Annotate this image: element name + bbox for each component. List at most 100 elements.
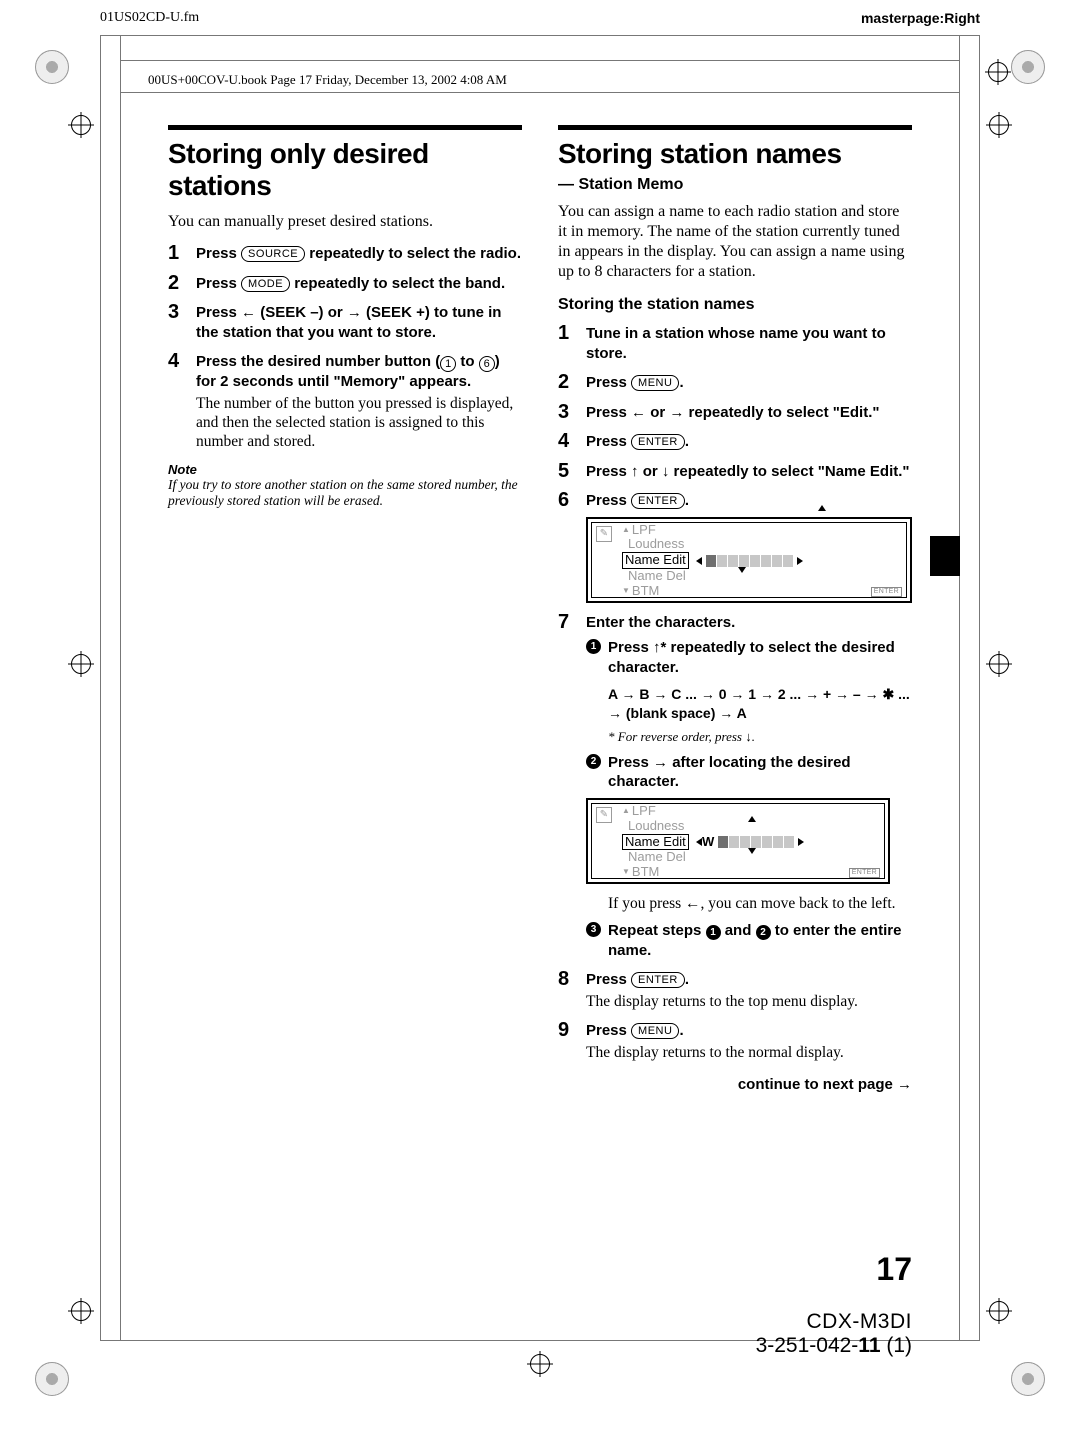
bullet-3-icon: 3 [586,922,601,937]
substep-body: If you press ←, you can move back to the… [608,894,912,913]
menu-button-label: MENU [631,375,679,391]
text: 3-251-042- [756,1334,859,1357]
step-8: Press ENTER. The display returns to the … [558,970,912,1011]
up-caret-icon: ▲ [622,806,630,815]
crop-mark-icon [1011,50,1045,84]
lcd-line: BTM [632,583,659,598]
text: repeatedly to select the band. [290,275,505,292]
lcd-display-2: ✎ ▲LPF Loudness Name Edit W [586,798,890,884]
text: Press [196,275,241,292]
bullet-2-ref-icon: 2 [756,925,771,940]
step-7: Enter the characters. 1 Press ↑* repeate… [558,613,912,961]
char-boxes [718,835,795,850]
step-head: Press ENTER. [586,970,912,990]
step-head: Enter the characters. [586,613,912,633]
step-head: Press MENU. [586,373,912,393]
text: . [679,1022,683,1039]
lcd-line: LPF [632,803,656,818]
lcd-char-w: W [702,834,714,849]
number-button-1: 1 [440,356,456,372]
left-title: Storing only desired stations [168,138,522,202]
lcd-enter-label: ENTER [871,587,902,597]
step-head: Press ← (SEEK –) or → (SEEK +) to tune i… [196,303,522,342]
text: . [679,374,683,391]
registration-mark-icon [71,654,91,674]
lcd-line: LPF [632,522,656,537]
lcd-line: BTM [632,864,659,879]
lcd-enter-label: ENTER [849,868,880,878]
text: to [456,353,479,370]
step-body: The display returns to the normal displa… [586,1043,912,1062]
step-4: Press ENTER. [558,432,912,452]
down-caret-icon: ▼ [622,867,630,876]
bullet-2-icon: 2 [586,754,601,769]
step-2: Press MODE repeatedly to select the band… [168,274,522,294]
left-steps: Press SOURCE repeatedly to select the ra… [168,244,522,452]
step-head: Press the desired number button (1 to 6)… [196,352,522,392]
right-arrow-icon [797,557,803,565]
substep-2: 2 Press → after locating the desired cha… [586,753,912,913]
text: Press [586,492,631,509]
margin-line-right [959,35,960,1341]
right-title: Storing station names [558,138,912,170]
right-steps: Tune in a station whose name you want to… [558,324,912,1062]
text: . [685,492,689,509]
enter-button-label: ENTER [631,493,685,509]
substep-head: Repeat steps 1 and 2 to enter the entire… [608,921,912,960]
crop-mark-icon [1011,1362,1045,1396]
page-number: 17 [876,1251,912,1288]
right-arrow-icon [798,838,804,846]
lcd-active-line: Name Edit [622,552,689,568]
content-area: Storing only desired stations You can ma… [168,125,912,1296]
edit-icon: ✎ [596,807,612,823]
reverse-note: * For reverse order, press ↓. [608,729,912,745]
registration-mark-icon [71,1301,91,1321]
text: . [685,433,689,450]
right-intro: You can assign a name to each radio stat… [558,202,912,282]
left-intro: You can manually preset desired stations… [168,212,522,232]
crop-mark-icon [35,50,69,84]
step-body: The display returns to the top menu disp… [586,992,912,1011]
step-1: Tune in a station whose name you want to… [558,324,912,363]
up-caret-icon: ▲ [622,525,630,534]
note-body: If you try to store another station on t… [168,477,522,509]
substep-3: 3 Repeat steps 1 and 2 to enter the enti… [586,921,912,960]
step-head: Press ↑ or ↓ repeatedly to select "Name … [586,462,912,482]
text: 11 [858,1334,880,1357]
step-9: Press MENU. The display returns to the n… [558,1021,912,1062]
step-head: Press MODE repeatedly to select the band… [196,274,522,294]
step-head: Tune in a station whose name you want to… [586,324,912,363]
substep-1: 1 Press ↑* repeatedly to select the desi… [586,638,912,745]
step-head: Press SOURCE repeatedly to select the ra… [196,244,522,264]
section-rule [168,125,522,130]
margin-line-left [120,35,121,1341]
up-arrow-icon [818,505,826,511]
bookline-rule-top [120,60,960,61]
step-head: Press ENTER. [586,432,912,452]
edit-icon: ✎ [596,526,612,542]
section-rule [558,125,912,130]
char-sequence: A → B → C ... → 0 → 1 → 2 ... → + → – → … [608,685,912,723]
page: 01US02CD-U.fm masterpage:Right 00US+00CO… [0,0,1080,1436]
registration-mark-icon [71,115,91,135]
step-body: The number of the button you pressed is … [196,394,522,452]
step-5: Press ↑ or ↓ repeatedly to select "Name … [558,462,912,482]
step-6: Press ENTER. ✎ ▲LPF Loudness Name Edit [558,491,912,603]
text: Press [586,374,631,391]
text: Press [586,971,631,988]
header-masterpage: masterpage:Right [861,10,980,26]
registration-mark-icon [989,654,1009,674]
step-3: Press ← or → repeatedly to select "Edit.… [558,403,912,423]
number-button-6: 6 [479,356,495,372]
crop-mark-icon [35,1362,69,1396]
step-2: Press MENU. [558,373,912,393]
model-number: CDX-M3DI [756,1310,912,1334]
registration-mark-icon [988,62,1008,82]
substep-head: Press ↑* repeatedly to select the desire… [608,638,912,677]
left-column: Storing only desired stations You can ma… [168,125,522,1296]
step-4: Press the desired number button (1 to 6)… [168,352,522,452]
text: and [721,922,756,939]
step-head: Press ← or → repeatedly to select "Edit.… [586,403,912,423]
step-head: Press ENTER. [586,491,912,511]
down-arrow-icon [748,848,756,854]
